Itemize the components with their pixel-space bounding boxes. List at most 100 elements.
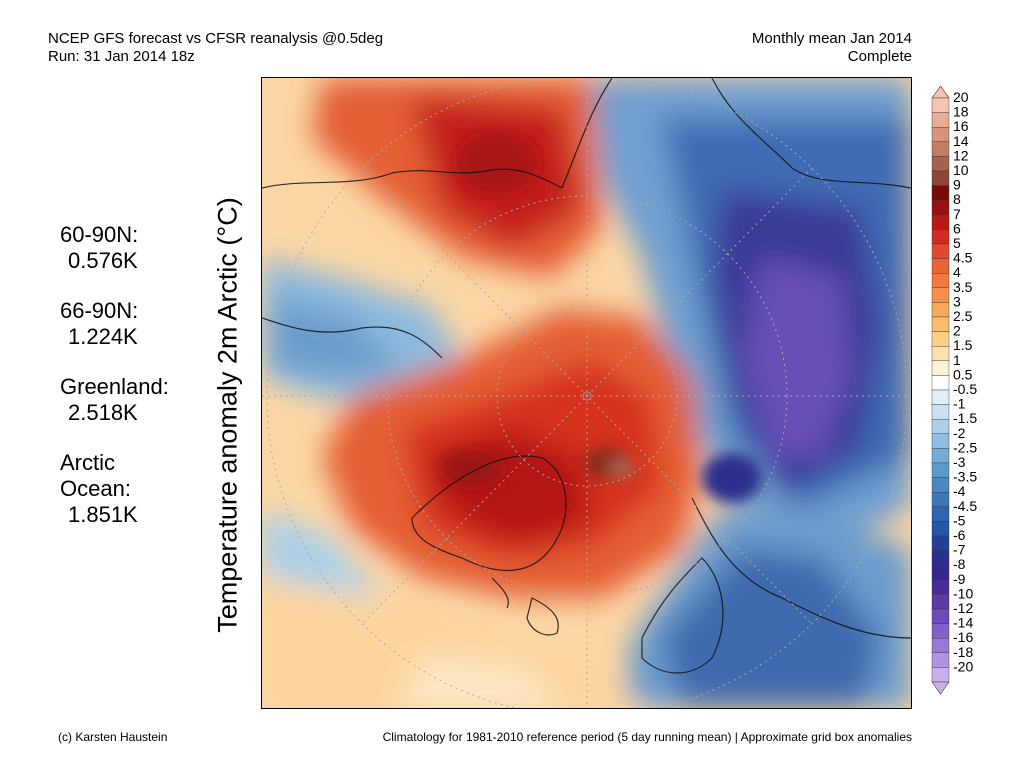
- colorbar-tick-label: 6: [953, 220, 961, 236]
- colorbar-swatch: [931, 594, 950, 610]
- anomaly-field: [262, 78, 911, 708]
- colorbar-tick-label: 1.5: [953, 337, 973, 353]
- colorbar-swatch: [931, 170, 950, 186]
- colorbar-swatch: [931, 127, 950, 143]
- colorbar-swatch: [931, 316, 950, 332]
- colorbar-tick-label: -0.5: [953, 381, 977, 397]
- colorbar-tick-label: -4: [953, 483, 966, 499]
- colorbar-tick-label: -1.5: [953, 410, 977, 426]
- colorbar-swatch: [931, 667, 950, 683]
- colorbar-tick-label: -18: [953, 644, 973, 660]
- colorbar-swatch: [931, 229, 950, 245]
- credit: (c) Karsten Haustein: [58, 730, 168, 744]
- colorbar-swatch: [931, 565, 950, 581]
- colorbar-swatch: [931, 419, 950, 435]
- colorbar-tick-label: 4: [953, 264, 961, 280]
- colorbar-tick-label: -2: [953, 425, 966, 441]
- colorbar-swatch: [931, 272, 950, 288]
- colorbar-tick-label: -4.5: [953, 498, 977, 514]
- colorbar-swatch: [931, 375, 950, 391]
- colorbar-tick-label: 5: [953, 235, 961, 251]
- north-pole-marker: [582, 391, 592, 401]
- anomaly-detail: [442, 133, 762, 503]
- colorbar-swatch: [931, 535, 950, 551]
- footnote: Climatology for 1981-2010 reference peri…: [382, 730, 912, 744]
- colorbar-swatch: [931, 302, 950, 318]
- colorbar-tick-label: 2: [953, 323, 961, 339]
- colorbar-tick-label: -8: [953, 556, 966, 572]
- colorbar-max-arrow: [931, 86, 950, 99]
- colorbar-tick-label: -10: [953, 585, 973, 601]
- colorbar-min-arrow: [931, 681, 950, 695]
- stat-greenland: Greenland: 2.518K: [60, 374, 169, 426]
- colorbar-tick-label: -20: [953, 658, 973, 674]
- colorbar-swatch: [931, 506, 950, 522]
- colorbar-tick-label: 3.5: [953, 279, 973, 295]
- stat-label: 60-90N:: [60, 222, 139, 247]
- colorbar-tick-label: -3.5: [953, 469, 977, 485]
- polar-map-graphic: [262, 78, 911, 708]
- colorbar-tick-label: 1: [953, 352, 961, 368]
- colorbar-tick-label: -1: [953, 396, 966, 412]
- colorbar-swatch: [931, 404, 950, 420]
- colorbar-swatch: [931, 360, 950, 376]
- colorbar-swatch: [931, 652, 950, 668]
- colorbar-tick-label: 16: [953, 118, 969, 134]
- colorbar-swatch: [931, 389, 950, 405]
- colorbar-tick-label: -16: [953, 629, 973, 645]
- stat-label: Greenland:: [60, 374, 169, 399]
- colorbar-swatch: [931, 258, 950, 274]
- colorbar-tick-label: 3: [953, 293, 961, 309]
- colorbar-tick-label: 7: [953, 206, 961, 222]
- period-info: Monthly mean Jan 2014 Complete: [752, 30, 912, 66]
- period-line-1: Monthly mean Jan 2014: [751, 30, 912, 47]
- stat-66-90n: 66-90N: 1.224K: [60, 298, 169, 350]
- colorbar-swatch: [931, 346, 950, 362]
- title-line-1: NCEP GFS forecast vs CFSR reanalysis @0.…: [48, 30, 384, 47]
- colorbar-swatch: [931, 156, 950, 172]
- colorbar-tick-label: 12: [953, 147, 969, 163]
- colorbar-swatch: [931, 550, 950, 566]
- colorbar-tick-label: 18: [953, 104, 969, 120]
- colorbar-tick-label: 14: [953, 133, 969, 149]
- colorbar: 201816141210987654.543.532.521.510.5-0.5…: [931, 86, 977, 695]
- colorbar-swatch: [931, 638, 950, 654]
- title-line-2: Run: 31 Jan 2014 18z: [48, 48, 195, 65]
- colorbar-tick-label: -7: [953, 542, 966, 558]
- colorbar-swatch: [931, 331, 950, 347]
- stat-value: 1.851K: [68, 502, 138, 527]
- stat-label: Arctic Ocean:: [60, 450, 131, 501]
- colorbar-swatch: [931, 97, 950, 113]
- colorbar-swatch: [931, 214, 950, 230]
- colorbar-swatch: [931, 287, 950, 303]
- stat-label: 66-90N:: [60, 298, 139, 323]
- colorbar-swatch: [931, 141, 950, 157]
- stat-60-90n: 60-90N: 0.576K: [60, 222, 169, 274]
- colorbar-tick-label: 4.5: [953, 250, 973, 266]
- colorbar-swatch: [931, 243, 950, 259]
- colorbar-tick-label: -6: [953, 527, 966, 543]
- colorbar-tick-label: -12: [953, 600, 973, 616]
- colorbar-swatch: [931, 185, 950, 201]
- colorbar-tick-label: -9: [953, 571, 966, 587]
- stat-value: 2.518K: [68, 400, 138, 425]
- colorbar-tick-label: 2.5: [953, 308, 973, 324]
- colorbar-tick-label: 9: [953, 177, 961, 193]
- colorbar-swatch: [931, 448, 950, 464]
- stat-value: 1.224K: [68, 324, 138, 349]
- stat-value: 0.576K: [68, 248, 138, 273]
- colorbar-swatch: [931, 462, 950, 478]
- colorbar-swatch: [931, 199, 950, 215]
- regional-stats: 60-90N: 0.576K 66-90N: 1.224K Greenland:…: [60, 222, 169, 552]
- colorbar-swatch: [931, 112, 950, 128]
- stat-arctic-ocean: Arctic Ocean: 1.851K: [60, 450, 169, 528]
- colorbar-swatch: [931, 433, 950, 449]
- colorbar-swatch: [931, 608, 950, 624]
- axis-title: Temperature anomaly 2m Arctic (°C): [212, 197, 243, 633]
- colorbar-swatch: [931, 477, 950, 493]
- colorbar-tick-label: -14: [953, 615, 973, 631]
- colorbar-tick-label: 0.5: [953, 366, 973, 382]
- colorbar-swatch: [931, 521, 950, 537]
- colorbar-tick-label: -5: [953, 512, 966, 528]
- coastlines: [262, 78, 911, 674]
